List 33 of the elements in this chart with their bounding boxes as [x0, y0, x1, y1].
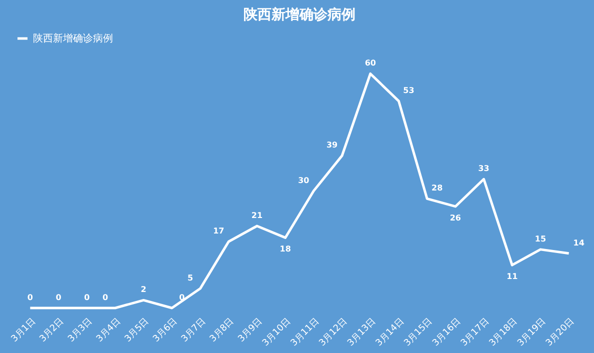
x-tick-label: 3月2日	[38, 316, 66, 344]
x-tick-label: 3月17日	[459, 316, 492, 348]
chart-title: 陕西新增确诊病例	[244, 6, 356, 23]
data-label: 2	[140, 285, 146, 294]
data-label: 21	[251, 211, 263, 220]
data-label: 28	[432, 184, 444, 193]
data-label: 0	[27, 293, 34, 302]
x-tick-label: 3月10日	[260, 316, 293, 348]
x-tick-label: 3月20日	[544, 316, 576, 348]
data-label: 15	[534, 234, 546, 244]
data-label: 14	[573, 238, 585, 248]
data-label: 11	[506, 272, 518, 282]
data-label: 26	[450, 213, 462, 222]
x-tick-label: 3月6日	[152, 316, 180, 344]
x-tick-label: 3月5日	[123, 316, 152, 344]
data-label: 53	[403, 86, 414, 96]
data-label: 0	[102, 293, 108, 302]
x-tick-label: 3月8日	[208, 316, 236, 344]
x-tick-label: 3月7日	[180, 316, 208, 344]
data-label: 60	[364, 58, 376, 68]
x-tick-label: 3月4日	[94, 316, 123, 344]
data-label: 39	[326, 140, 338, 150]
data-label: 33	[478, 164, 490, 174]
data-label: 5	[187, 273, 194, 282]
data-label: 0	[84, 293, 90, 302]
data-label: 18	[280, 244, 292, 254]
x-tick-label: 3月3日	[66, 316, 94, 344]
data-label: 30	[298, 176, 310, 185]
data-label: 17	[213, 226, 224, 236]
legend-label: 陕西新增确诊病例	[33, 32, 113, 44]
data-label: 0	[56, 293, 62, 302]
x-tick-label: 3月13日	[346, 316, 378, 348]
x-tick-label: 3月1日	[10, 316, 38, 344]
